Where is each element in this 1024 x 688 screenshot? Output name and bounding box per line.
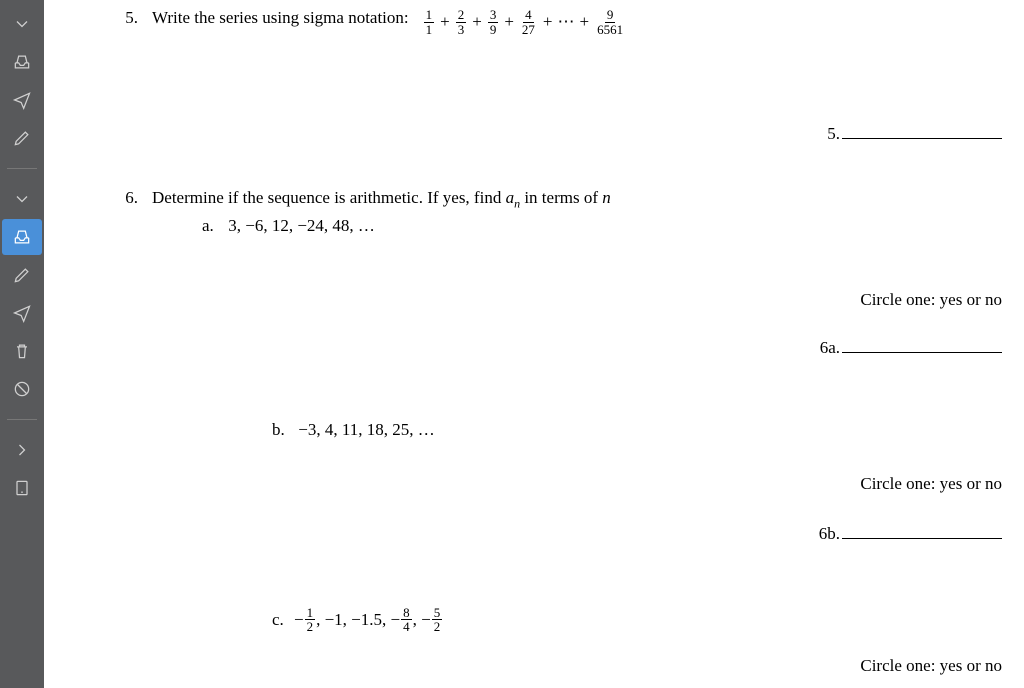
send-icon-2[interactable] xyxy=(2,295,42,331)
answer-blank-6a: 6a. xyxy=(820,338,1002,358)
answer-blank-5: 5. xyxy=(827,124,1002,144)
q6b: b. −3, 4, 11, 18, 25, … xyxy=(272,420,984,440)
fraction: 427 xyxy=(520,8,537,36)
chevron-down-icon-2[interactable] xyxy=(2,181,42,217)
fraction: 52 xyxy=(432,606,443,634)
fraction: 96561 xyxy=(595,8,625,36)
blank-6b[interactable] xyxy=(842,525,1002,539)
circle-one-6c[interactable]: Circle one: yes or no xyxy=(860,656,1002,676)
tablet-icon[interactable] xyxy=(2,470,42,506)
chevron-right-icon[interactable] xyxy=(2,432,42,468)
chevron-down-icon[interactable] xyxy=(2,6,42,42)
pencil-icon-2[interactable] xyxy=(2,257,42,293)
trash-icon[interactable] xyxy=(2,333,42,369)
pencil-icon[interactable] xyxy=(2,120,42,156)
q6-number: 6. xyxy=(114,188,138,211)
no-entry-icon[interactable] xyxy=(2,371,42,407)
fraction: 23 xyxy=(456,8,467,36)
circle-one-6b[interactable]: Circle one: yes or no xyxy=(860,474,1002,494)
send-icon[interactable] xyxy=(2,82,42,118)
document-page: 5. Write the series using sigma notation… xyxy=(44,0,1024,688)
blank-6a[interactable] xyxy=(842,339,1002,353)
q5-number: 5. xyxy=(114,8,138,28)
answer-blank-6b: 6b. xyxy=(819,524,1002,544)
problem-5: 5. Write the series using sigma notation… xyxy=(114,8,984,36)
q6c: c. − 12 , −1, −1.5, − 84 , − 52 xyxy=(272,606,984,634)
fraction: 12 xyxy=(305,606,316,634)
toolbar-divider-2 xyxy=(7,419,37,420)
fraction: 84 xyxy=(401,606,412,634)
blank-5[interactable] xyxy=(842,125,1002,139)
problem-6: 6. Determine if the sequence is arithmet… xyxy=(114,188,984,235)
q6-prompt: Determine if the sequence is arithmetic.… xyxy=(152,188,611,211)
fraction: 11 xyxy=(424,8,435,36)
inbox-icon-2[interactable] xyxy=(2,219,42,255)
fraction: 39 xyxy=(488,8,499,36)
q5-prompt: Write the series using sigma notation: xyxy=(152,8,409,28)
inbox-icon[interactable] xyxy=(2,44,42,80)
toolbar xyxy=(0,0,44,688)
circle-one-6a[interactable]: Circle one: yes or no xyxy=(860,290,1002,310)
q5-series: 11 + 23 + 39 + 427 + ⋯ + 96561 xyxy=(423,8,626,36)
q6a: a. 3, −6, 12, −24, 48, … xyxy=(202,216,984,236)
toolbar-divider xyxy=(7,168,37,169)
